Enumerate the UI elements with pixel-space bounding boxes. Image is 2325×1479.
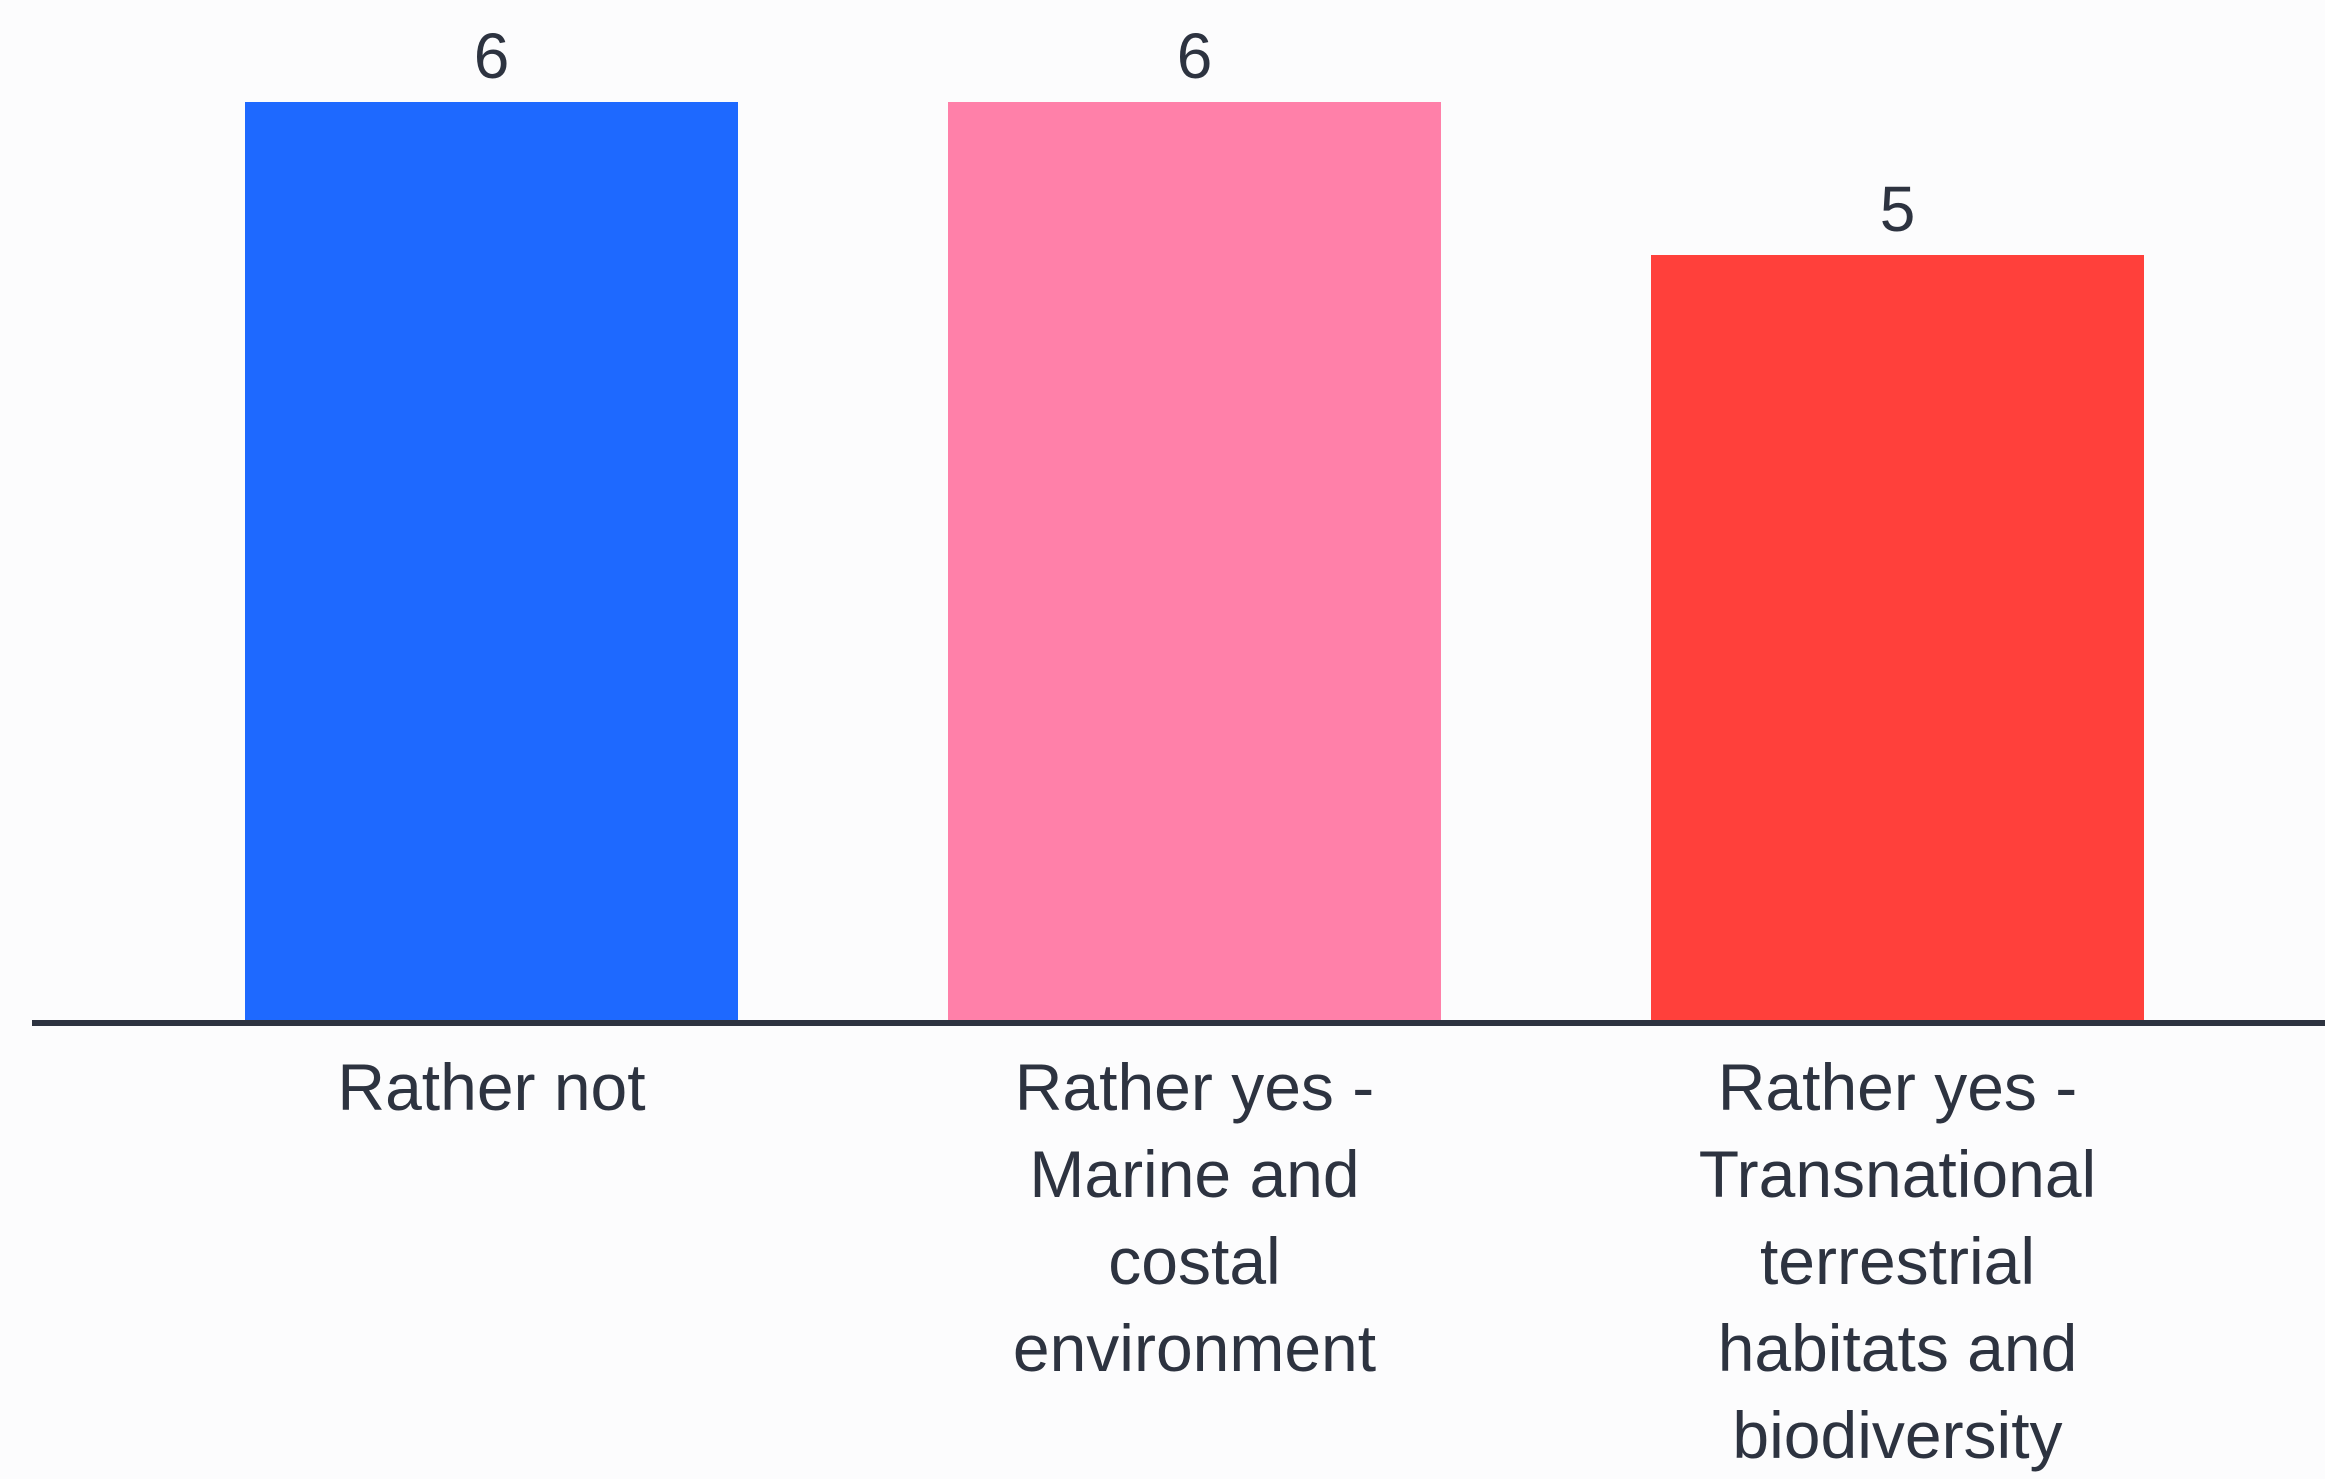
bar-value-label-1: 6	[474, 20, 510, 92]
category-label-line: environment	[1013, 1311, 1376, 1385]
category-label-line: Rather yes -	[1718, 1050, 2077, 1124]
category-label-line: costal	[1108, 1224, 1280, 1298]
category-label-line: biodiversity	[1732, 1398, 2062, 1472]
category-label-1: Rather not	[337, 1050, 645, 1124]
bar-1	[245, 102, 738, 1020]
category-label-line: Rather not	[337, 1050, 645, 1124]
category-label-3: Rather yes - Transnational terrestrial habi…	[1699, 1050, 2096, 1472]
value-labels-layer: 6 6 5	[474, 20, 1916, 245]
category-label-line: terrestrial	[1760, 1224, 2035, 1298]
bar-value-label-2: 6	[1177, 20, 1213, 92]
bars-layer	[245, 102, 2144, 1020]
bar-value-label-3: 5	[1880, 173, 1916, 245]
category-label-line: Transnational	[1699, 1137, 2096, 1211]
category-label-2: Rather yes - Marine and costal environment	[1013, 1050, 1376, 1385]
category-label-line: Rather yes -	[1015, 1050, 1374, 1124]
bar-3	[1651, 255, 2144, 1020]
category-label-line: habitats and	[1718, 1311, 2078, 1385]
bar-2	[948, 102, 1441, 1020]
category-label-line: Marine and	[1029, 1137, 1359, 1211]
category-labels-layer: Rather not Rather yes - Marine and costal en…	[337, 1050, 2096, 1472]
